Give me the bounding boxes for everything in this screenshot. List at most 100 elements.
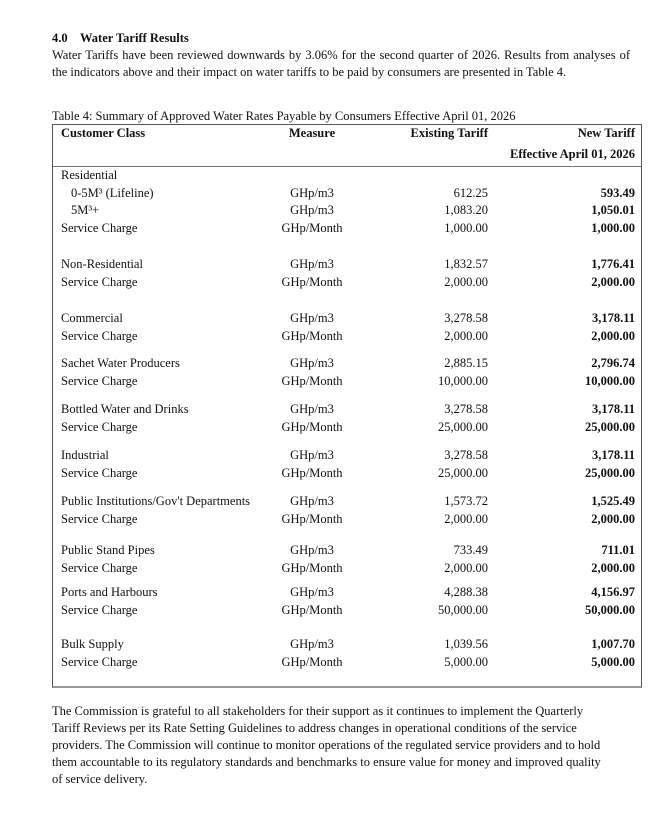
measure-cell: GHp/Month — [281, 328, 343, 343]
customer-class-cell: 5M³+ — [71, 203, 100, 217]
customer-class-group: Ports and Harbours GHp/m3 4,288.38 4,156.97… — [53, 584, 641, 619]
customer-class-cell: Service Charge — [61, 220, 138, 235]
customer-class-cell: Non-Residential — [61, 257, 143, 271]
measure-cell: GHp/m3 — [290, 543, 334, 557]
table-row: Service Charge GHp/Month 2,000.00 2,000.00 — [53, 560, 641, 578]
measure-cell: GHp/Month — [281, 654, 343, 669]
header-new-tariff-effective: Effective April 01, 2026 — [510, 147, 635, 161]
existing-tariff-cell: 2,000.00 — [444, 511, 488, 526]
customer-class-group: Public Institutions/Gov't Departments GHp… — [53, 493, 641, 528]
customer-class-cell: Service Charge — [61, 465, 138, 480]
customer-class-cell: Residential — [61, 168, 118, 182]
table-row: 0-5M³ (Lifeline) GHp/m3 612.25 593.49 — [53, 185, 641, 203]
new-tariff-cell: 3,178.11 — [591, 311, 635, 325]
new-tariff-cell: 2,000.00 — [591, 328, 635, 343]
customer-class-group: Sachet Water Producers GHp/m3 2,885.15 2,79… — [53, 355, 641, 390]
new-tariff-cell: 1,525.49 — [591, 494, 635, 508]
existing-tariff-cell: 25,000.00 — [438, 465, 488, 480]
table-row: Bulk Supply GHp/m3 1,039.56 1,007.70 — [53, 636, 641, 654]
existing-tariff-cell: 2,000.00 — [444, 328, 488, 343]
existing-tariff-cell: 733.49 — [453, 543, 488, 557]
new-tariff-cell: 593.49 — [600, 185, 635, 200]
existing-tariff-cell: 2,000.00 — [444, 560, 488, 575]
header-divider — [53, 166, 641, 167]
customer-class-cell: Public Stand Pipes — [61, 543, 155, 557]
measure-cell: GHp/Month — [281, 373, 343, 388]
table-row: Commercial GHp/m3 3,278.58 3,178.11 — [53, 310, 641, 328]
customer-class-cell: Service Charge — [61, 511, 138, 526]
existing-tariff-cell: 5,000.00 — [444, 654, 488, 669]
customer-class-group: Bulk Supply GHp/m3 1,039.56 1,007.70 Service… — [53, 636, 641, 671]
table-row: Public Stand Pipes GHp/m3 733.49 711.01 — [53, 542, 641, 560]
header-existing-tariff: Existing Tariff — [410, 126, 488, 140]
existing-tariff-cell: 612.25 — [453, 185, 488, 200]
intro-paragraph: Water Tariffs have been reviewed downwar… — [52, 48, 630, 79]
customer-class-cell: Bottled Water and Drinks — [61, 402, 189, 416]
existing-tariff-cell: 1,832.57 — [444, 257, 488, 271]
new-tariff-cell: 1,050.01 — [591, 203, 635, 217]
measure-cell: GHp/m3 — [290, 402, 334, 416]
customer-class-cell: Service Charge — [61, 373, 138, 388]
new-tariff-cell: 10,000.00 — [585, 373, 635, 388]
section-number: 4.0 — [52, 31, 68, 45]
table-body: Residential 0-5M³ (Lifeline) GHp/m3 612.25 5… — [53, 166, 641, 671]
measure-cell: GHp/m3 — [290, 257, 334, 271]
table-row: Non-Residential GHp/m3 1,832.57 1,776.41 — [53, 256, 641, 274]
new-tariff-cell: 1,000.00 — [591, 220, 635, 235]
table-row: Ports and Harbours GHp/m3 4,288.38 4,156.97 — [53, 584, 641, 602]
customer-class-cell: Service Charge — [61, 328, 138, 343]
customer-class-cell: Industrial — [61, 448, 109, 462]
measure-cell: GHp/Month — [281, 511, 343, 526]
existing-tariff-cell: 2,000.00 — [444, 274, 488, 289]
table-row: Service Charge GHp/Month 50,000.00 50,000.0… — [53, 602, 641, 620]
existing-tariff-cell: 1,573.72 — [444, 494, 488, 508]
customer-class-group: Non-Residential GHp/m3 1,832.57 1,776.41 Ser… — [53, 256, 641, 291]
measure-cell: GHp/m3 — [290, 311, 334, 325]
new-tariff-cell: 711.01 — [601, 543, 635, 557]
header-customer-class: Customer Class — [61, 126, 146, 140]
existing-tariff-cell: 1,000.00 — [444, 220, 488, 235]
header-new-tariff: New Tariff — [577, 126, 635, 140]
customer-class-group: Bottled Water and Drinks GHp/m3 3,278.58 3,… — [53, 401, 641, 436]
customer-class-cell: Service Charge — [61, 602, 138, 617]
customer-class-cell: Service Charge — [61, 419, 138, 434]
customer-class-group: Commercial GHp/m3 3,278.58 3,178.11 Service … — [53, 310, 641, 345]
customer-class-cell: Commercial — [61, 311, 123, 325]
tariff-table: Customer Class Measure Existing Tariff N… — [52, 124, 642, 688]
table-row: Service Charge GHp/Month 25,000.00 25,000.0… — [53, 419, 641, 437]
table-caption: Table 4: Summary of Approved Water Rates… — [52, 109, 516, 123]
table-row: Service Charge GHp/Month 2,000.00 2,000.00 — [53, 511, 641, 529]
customer-class-cell: Bulk Supply — [61, 637, 124, 651]
measure-cell: GHp/Month — [281, 602, 343, 617]
new-tariff-cell: 5,000.00 — [591, 654, 635, 669]
measure-cell: GHp/Month — [281, 560, 343, 575]
new-tariff-cell: 4,156.97 — [591, 585, 635, 599]
new-tariff-cell: 1,776.41 — [591, 257, 635, 271]
measure-cell: GHp/Month — [281, 465, 343, 480]
table-row: Industrial GHp/m3 3,278.58 3,178.11 — [53, 447, 641, 465]
new-tariff-cell: 2,000.00 — [591, 560, 635, 575]
table-row: Bottled Water and Drinks GHp/m3 3,278.58 3,… — [53, 401, 641, 419]
measure-cell: GHp/m3 — [290, 448, 334, 462]
table-row: Service Charge GHp/Month 2,000.00 2,000.00 — [53, 274, 641, 292]
new-tariff-cell: 3,178.11 — [591, 402, 635, 416]
section-heading: 4.0 Water Tariff Results — [52, 31, 189, 46]
customer-class-cell: Service Charge — [61, 274, 138, 289]
measure-cell: GHp/Month — [281, 274, 343, 289]
customer-class-cell: Public Institutions/Gov't Departments — [61, 494, 251, 508]
section-title: Water Tariff Results — [80, 31, 189, 45]
measure-cell: GHp/Month — [281, 220, 343, 235]
measure-cell: GHp/m3 — [290, 494, 334, 508]
new-tariff-cell: 25,000.00 — [585, 465, 635, 480]
measure-cell: GHp/m3 — [290, 356, 334, 370]
customer-class-group: Industrial GHp/m3 3,278.58 3,178.11 Service … — [53, 447, 641, 482]
new-tariff-cell: 2,000.00 — [591, 511, 635, 526]
new-tariff-cell: 50,000.00 — [585, 602, 635, 617]
measure-cell: GHp/m3 — [290, 585, 334, 599]
customer-class-cell: Service Charge — [61, 560, 138, 575]
new-tariff-cell: 3,178.11 — [591, 448, 635, 462]
table-row: Service Charge GHp/Month 5,000.00 5,000.00 — [53, 654, 641, 672]
customer-class-group: Residential 0-5M³ (Lifeline) GHp/m3 612.25 5… — [53, 167, 641, 237]
customer-class-group: Public Stand Pipes GHp/m3 733.49 711.01 Serv… — [53, 542, 641, 577]
new-tariff-cell: 25,000.00 — [585, 419, 635, 434]
